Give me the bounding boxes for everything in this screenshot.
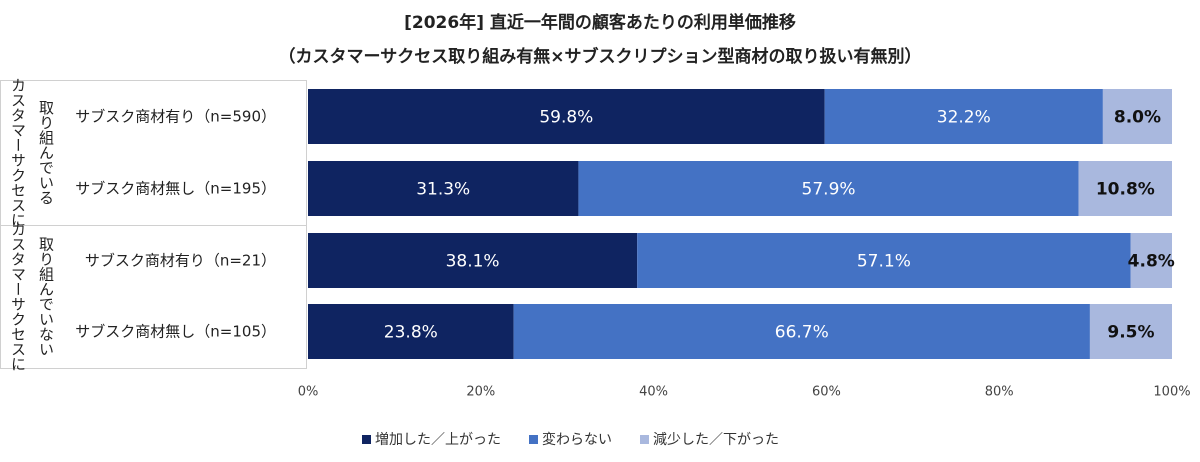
legend-swatch bbox=[640, 435, 649, 444]
group-label-line2: 取り組んでいない bbox=[37, 237, 55, 357]
bar-segment bbox=[637, 233, 1131, 288]
x-tick-label: 100% bbox=[1153, 385, 1190, 400]
legend-label: 減少した／下がった bbox=[653, 431, 779, 448]
x-tick-label: 80% bbox=[985, 385, 1014, 400]
group-box bbox=[0, 80, 307, 226]
group-label-line1: カスタマーサクセスに bbox=[9, 78, 27, 228]
chart-title: [2026年] 直近一年間の顧客あたりの利用単価推移 bbox=[404, 13, 796, 33]
data-label: 66.7% bbox=[775, 323, 829, 343]
data-label: 57.9% bbox=[802, 180, 856, 200]
data-label: 9.5% bbox=[1107, 323, 1154, 343]
x-tick-label: 0% bbox=[298, 385, 319, 400]
data-label: 10.8% bbox=[1096, 180, 1155, 200]
bar-segment bbox=[1102, 89, 1172, 144]
legend-label: 増加した／上がった bbox=[375, 432, 501, 448]
legend-swatch bbox=[529, 435, 538, 444]
category-label: サブスク商材無し（n=105） bbox=[75, 323, 276, 341]
legend-swatch bbox=[362, 435, 371, 444]
data-label: 32.2% bbox=[937, 108, 991, 128]
bar-segment bbox=[308, 89, 825, 144]
group-label-line2: 取り組んでいる bbox=[37, 100, 55, 205]
x-tick-label: 40% bbox=[639, 385, 668, 400]
x-tick-label: 60% bbox=[812, 385, 841, 400]
bar-segment bbox=[308, 233, 638, 288]
category-label: サブスク商材有り（n=590） bbox=[75, 108, 276, 126]
data-label: 59.8% bbox=[539, 108, 593, 128]
legend-label: 変わらない bbox=[542, 431, 612, 448]
bar-segment bbox=[308, 161, 579, 216]
data-label: 8.0% bbox=[1114, 108, 1161, 128]
bar-segment bbox=[578, 161, 1079, 216]
bar-segment bbox=[1130, 233, 1172, 288]
data-label: 31.3% bbox=[416, 180, 470, 200]
bar-segment bbox=[824, 89, 1103, 144]
category-label: サブスク商材無し（n=195） bbox=[75, 180, 276, 198]
category-label: サブスク商材有り（n=21） bbox=[85, 252, 276, 270]
data-label: 38.1% bbox=[446, 252, 500, 272]
chart-subtitle: （カスタマーサクセス取り組み有無×サブスクリプション型商材の取り扱い有無別） bbox=[278, 47, 922, 67]
data-label: 57.1% bbox=[857, 252, 911, 272]
data-label: 4.8% bbox=[1128, 252, 1175, 272]
bar-segment bbox=[513, 304, 1090, 359]
x-tick-label: 20% bbox=[466, 385, 495, 400]
group-box bbox=[0, 225, 307, 369]
bar-segment bbox=[1078, 161, 1172, 216]
bar-segment bbox=[1089, 304, 1172, 359]
group-label-line1: カスタマーサクセスに bbox=[9, 222, 27, 372]
bar-segment bbox=[308, 304, 514, 359]
data-label: 23.8% bbox=[384, 323, 438, 343]
